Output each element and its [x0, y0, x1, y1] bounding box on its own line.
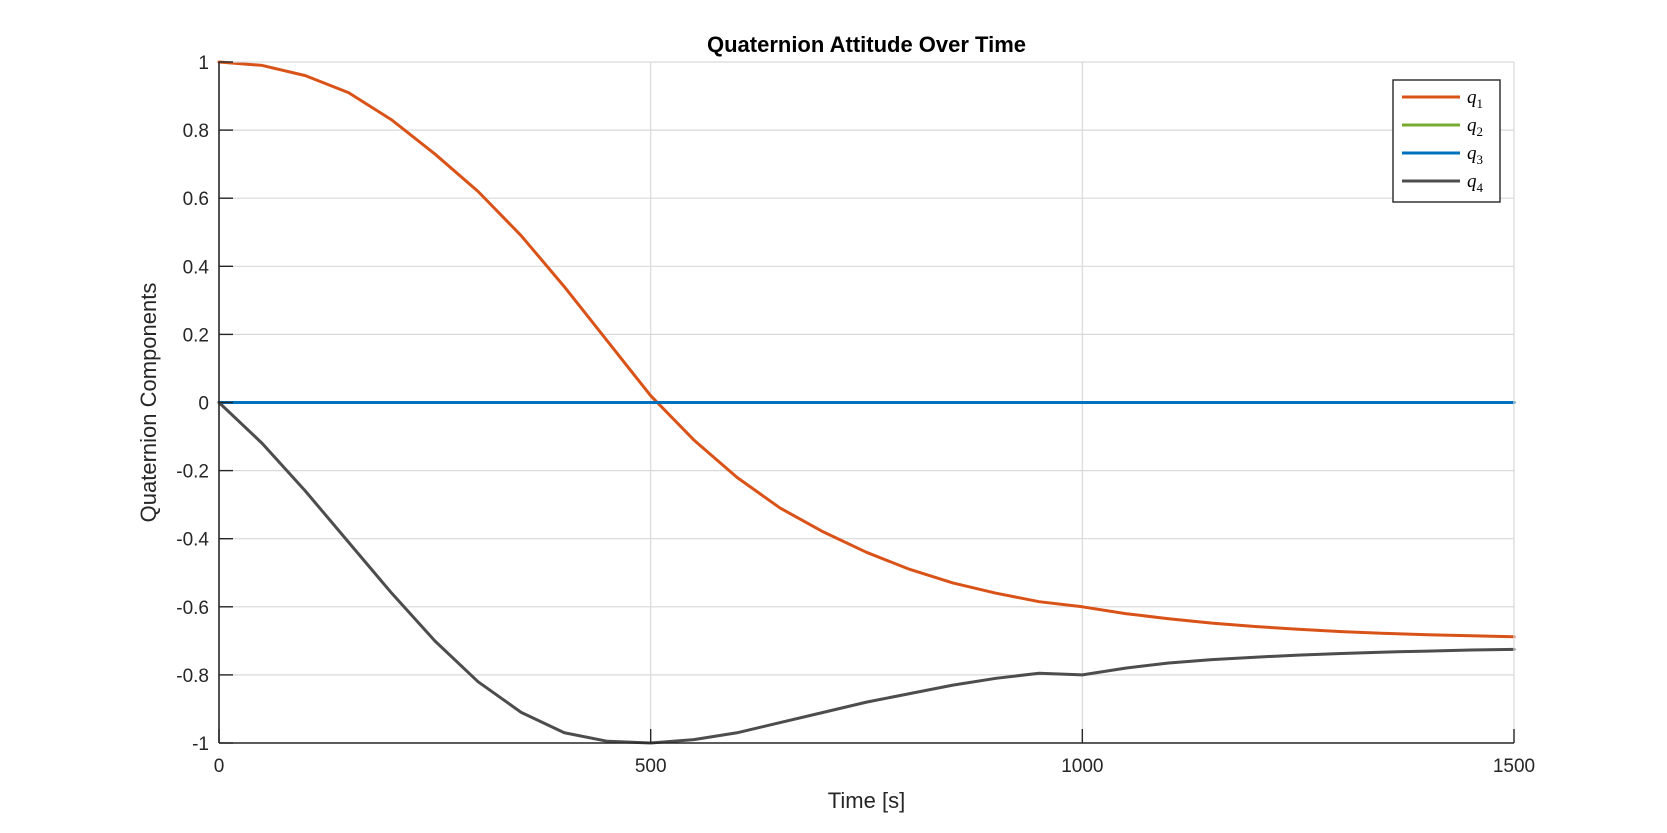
legend-label-q4: q4: [1467, 171, 1484, 195]
y-tick-label: -0.8: [176, 666, 209, 687]
y-tick-label: 0: [198, 394, 209, 415]
x-tick-label: 1500: [1493, 756, 1535, 777]
x-tick-label: 0: [214, 756, 225, 777]
chart-title: Quaternion Attitude Over Time: [707, 32, 1026, 57]
x-tick-label: 1000: [1061, 756, 1103, 777]
y-tick-label: 1: [198, 53, 209, 74]
series-line-q4: [217, 401, 1516, 745]
legend-label-q3: q3: [1467, 143, 1483, 167]
y-tick-label: -0.4: [176, 530, 209, 551]
y-tick-label: 0.4: [183, 257, 210, 278]
x-axis-label: Time [s]: [828, 788, 905, 813]
legend-label-q1: q1: [1467, 87, 1483, 111]
y-axis-label: Quaternion Components: [136, 283, 161, 523]
y-tick-label: -0.2: [176, 462, 209, 483]
y-tick-label: -1: [192, 734, 209, 755]
tick-labels: 0 500 1000 1500 1 0.8 0.6 0.4 0.2 0 -0.2 -0.4 -0.6 -0…: [176, 53, 1535, 777]
series-layer: [217, 60, 1516, 745]
x-tick-label: 500: [635, 756, 667, 777]
legend: q1 q2 q3 q4: [1392, 79, 1501, 203]
series-line-q1: [217, 60, 1516, 639]
y-tick-label: 0.6: [183, 189, 209, 210]
y-tick-label: 0.8: [183, 121, 209, 142]
legend-label-q2: q2: [1467, 115, 1483, 139]
y-tick-label: -0.6: [176, 598, 209, 619]
y-tick-label: 0.2: [183, 325, 209, 346]
